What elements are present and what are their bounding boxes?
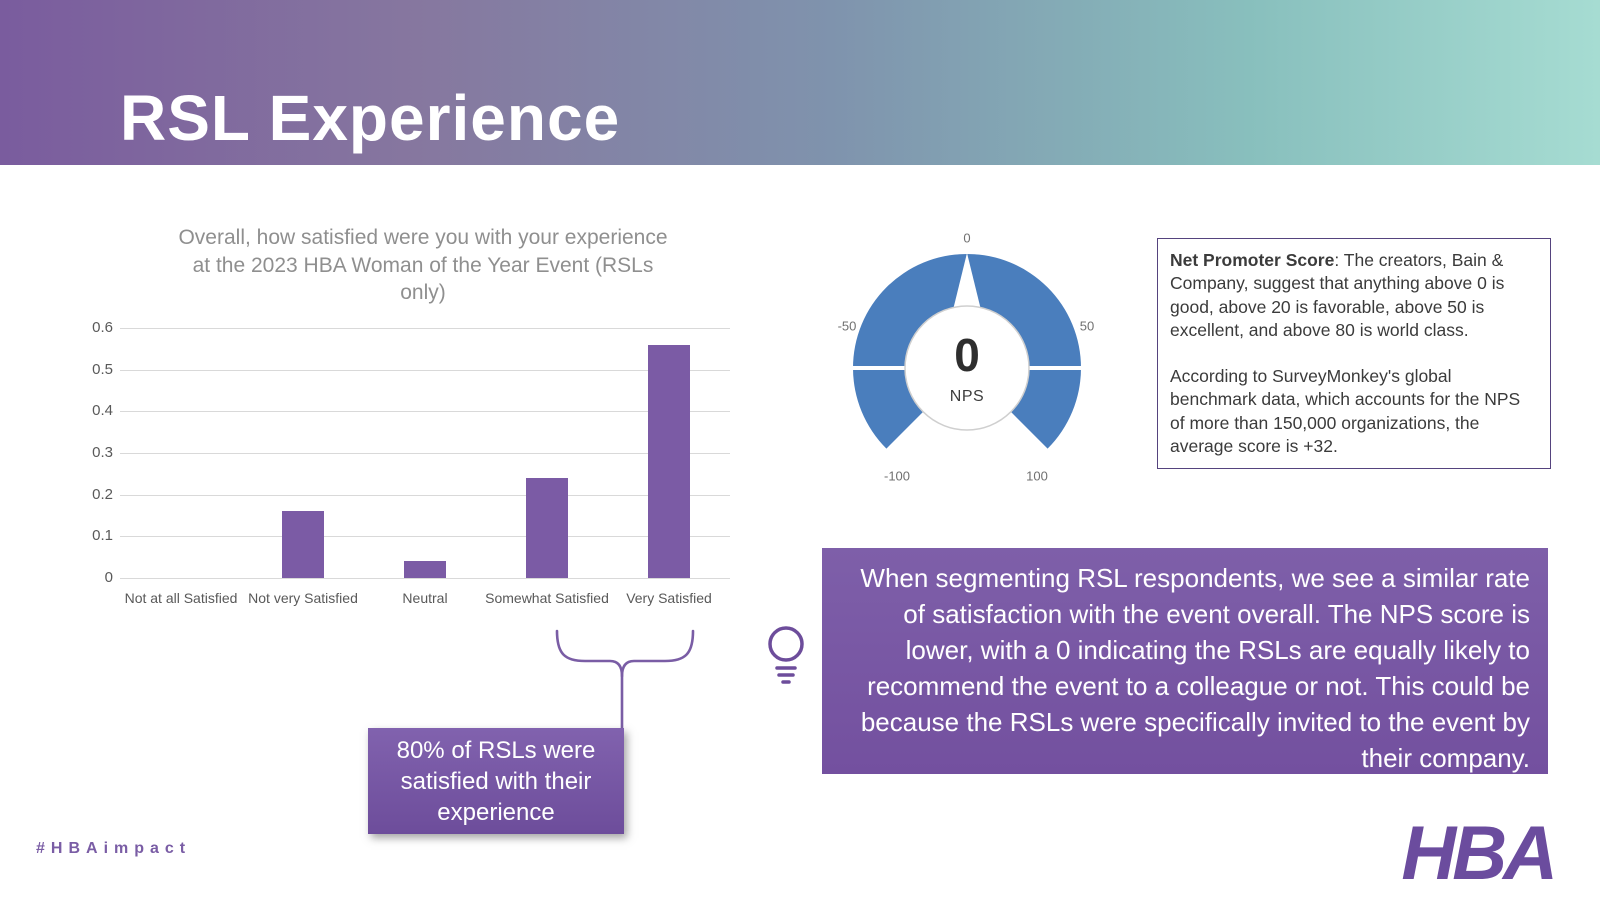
nps-note-bold-lead: Net Promoter Score bbox=[1170, 250, 1335, 270]
page-title: RSL Experience bbox=[120, 82, 621, 154]
y-gridline bbox=[120, 369, 730, 371]
gauge-tick-label: -100 bbox=[883, 468, 911, 484]
y-gridline bbox=[120, 453, 730, 454]
nps-gauge-dial bbox=[853, 253, 1081, 449]
hba-logo: HBA bbox=[1401, 811, 1558, 896]
y-axis-tick-label: 0.1 bbox=[92, 527, 113, 545]
hashtag-label: #HBAimpact bbox=[36, 840, 192, 857]
bar-neutral bbox=[404, 561, 446, 578]
x-axis-category-label: Not at all Satisfied bbox=[124, 590, 238, 606]
bar-very-satisfied bbox=[648, 344, 690, 578]
gauge-tick-label: 50 bbox=[1079, 318, 1095, 334]
x-axis-category-label: Somewhat Satisfied bbox=[485, 590, 609, 606]
header-banner: RSL Experience bbox=[0, 0, 1600, 165]
insight-box: When segmenting RSL respondents, we see … bbox=[822, 548, 1548, 774]
nps-note-box: Net Promoter Score: The creators, Bain &… bbox=[1157, 238, 1551, 470]
y-gridline bbox=[120, 494, 730, 496]
nps-note-paragraph-1: Net Promoter Score: The creators, Bain &… bbox=[1170, 249, 1538, 342]
y-axis-tick-label: 0.5 bbox=[92, 360, 113, 378]
y-axis-tick-label: 0.2 bbox=[92, 485, 113, 503]
gauge-tick-label: 100 bbox=[1026, 468, 1048, 484]
gauge-tick-label: 0 bbox=[963, 230, 971, 246]
x-axis-category-label: Very Satisfied bbox=[626, 590, 712, 606]
x-axis-category-label: Neutral bbox=[402, 590, 448, 606]
y-axis-tick-label: 0.3 bbox=[92, 444, 113, 461]
gauge-tick-label: -50 bbox=[837, 318, 857, 334]
y-gridline bbox=[120, 411, 730, 413]
satisfaction-bar-chart: 0 0.1 0.2 0.3 0.4 0.5 0.6 Not at all Satisfied N… bbox=[75, 318, 740, 630]
y-axis-tick-label: 0.6 bbox=[92, 319, 113, 336]
nps-note-paragraph-2: According to SurveyMonkey's global bench… bbox=[1170, 366, 1521, 456]
y-gridline bbox=[120, 578, 730, 579]
nps-gauge: 0 NPS -100 -50 0 50 100 bbox=[825, 226, 1109, 492]
y-gridline bbox=[120, 328, 730, 329]
nps-score-value: 0 bbox=[954, 329, 980, 381]
y-gridline bbox=[120, 536, 730, 538]
bar-somewhat-satisfied bbox=[526, 478, 568, 578]
nps-score-label: NPS bbox=[949, 388, 985, 405]
nps-note-paragraph-1-text: : The creators, Bain & Company, suggest … bbox=[1170, 250, 1505, 340]
x-axis-category-label: Not very Satisfied bbox=[248, 590, 358, 606]
gauge-needle-notch bbox=[953, 253, 981, 310]
y-axis-tick-label: 0 bbox=[104, 569, 113, 586]
bar-not-very-satisfied bbox=[282, 511, 324, 578]
callout-box: 80% of RSLs were satisfied with their ex… bbox=[368, 728, 624, 834]
bar-chart-title: Overall, how satisfied were you with you… bbox=[178, 226, 668, 305]
brace-bracket bbox=[555, 629, 695, 730]
lightbulb-icon bbox=[768, 626, 804, 684]
y-axis-tick-label: 0.4 bbox=[92, 402, 113, 420]
